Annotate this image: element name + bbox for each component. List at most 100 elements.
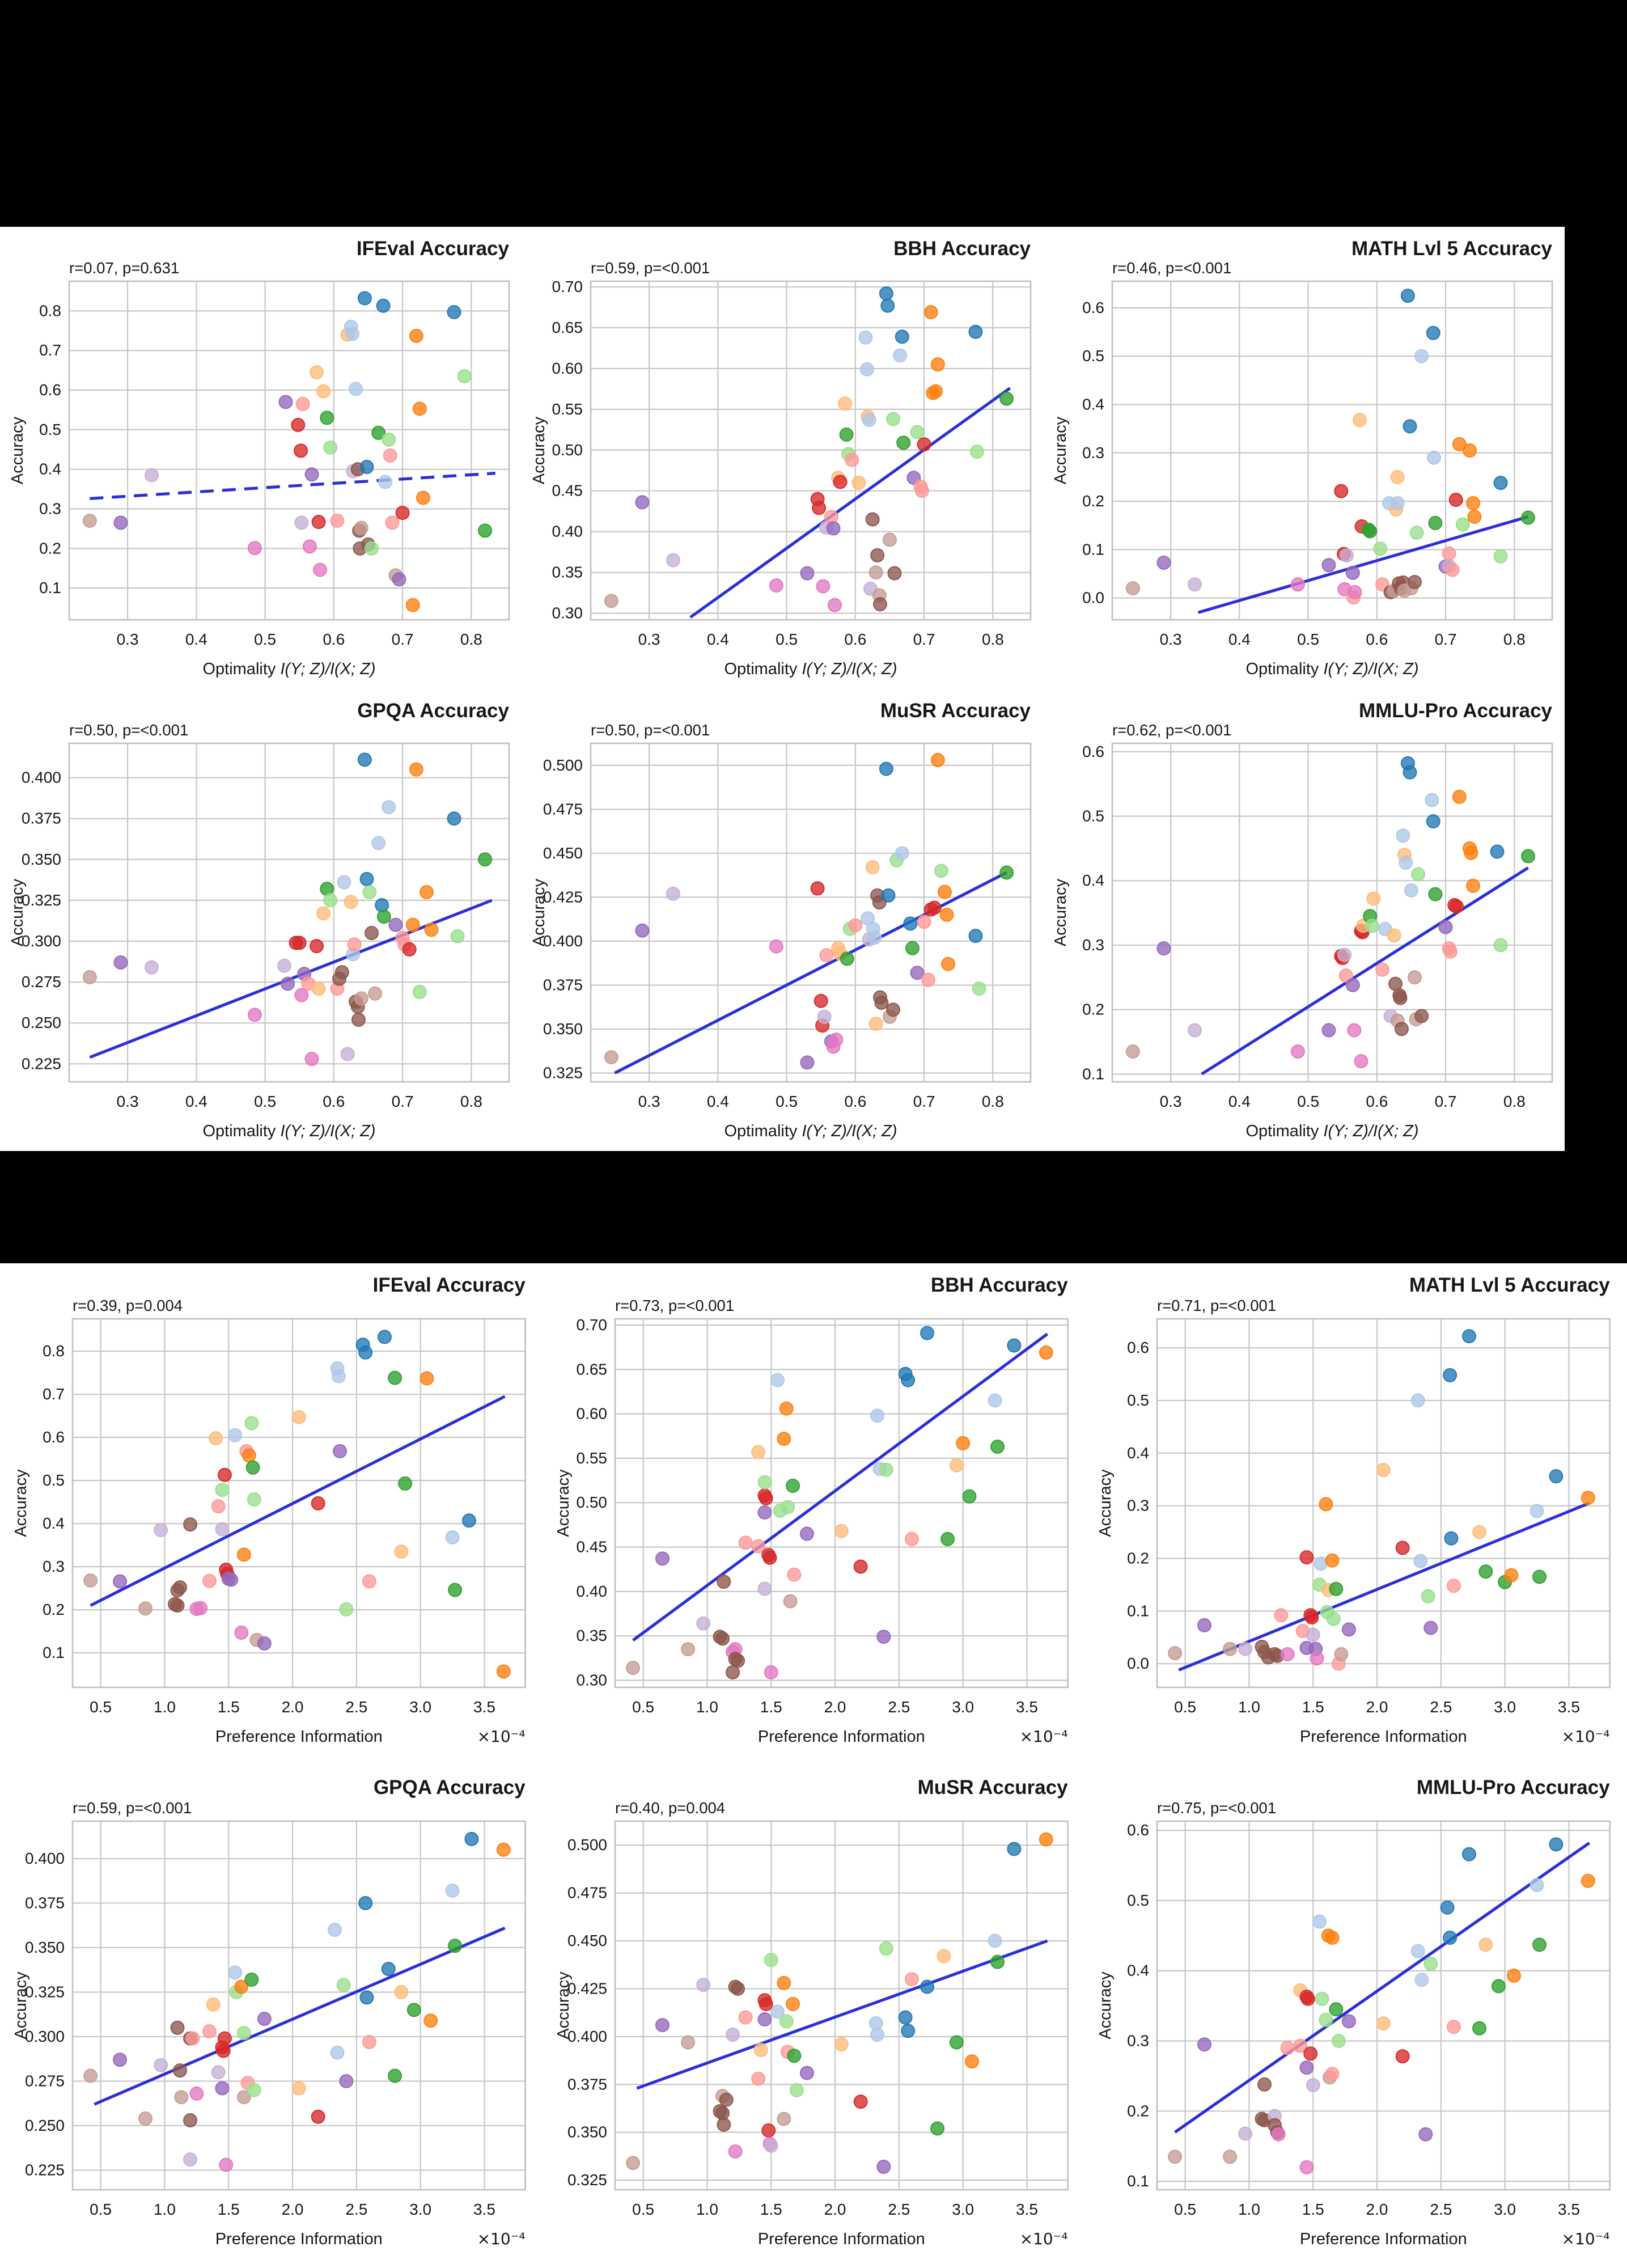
scatter-point (1125, 581, 1140, 596)
scatter-point (1257, 2077, 1272, 2092)
y-tick-label: 0.325 (25, 1983, 65, 2000)
scatter-point (334, 965, 349, 980)
scatter-point (1466, 496, 1481, 510)
y-tick-label: 0.275 (25, 2072, 65, 2089)
scatter-point (604, 594, 618, 608)
scatter-point (320, 411, 334, 425)
scatter-point (215, 2081, 230, 2096)
scatter-point (1168, 1646, 1183, 1661)
scatter-point (1529, 1878, 1544, 1893)
scatter-point (1411, 1393, 1426, 1408)
x-tick-label: 0.7 (1435, 1093, 1457, 1110)
y-tick-label: 0.2 (39, 539, 61, 557)
scatter-point (1325, 1553, 1340, 1568)
scatter-point (738, 2010, 753, 2025)
subplot-optimality_panel-5: MMLU-Pro Accuracy r=0.62, p=<0.001 0.1 0.2 0… (1052, 700, 1553, 1140)
trend-line (94, 1927, 506, 2106)
scatter-point (893, 348, 908, 363)
scatter-point (1299, 1550, 1314, 1565)
scatter-point (751, 1539, 765, 1554)
scatter-point (257, 2012, 272, 2026)
scatter-point (1549, 1469, 1564, 1484)
scatter-point (769, 578, 783, 593)
scatter-point (1334, 484, 1349, 498)
y-tick-label: 0.3 (1127, 2032, 1149, 2050)
y-tick-label: 0.2 (1082, 492, 1104, 510)
scatter-point (696, 1616, 710, 1631)
scatter-point (904, 1531, 919, 1546)
y-tick-label: 0.350 (22, 850, 61, 868)
scatter-point (277, 958, 292, 973)
scatter-point (1493, 549, 1508, 564)
y-tick-label: 0.350 (25, 1939, 65, 1956)
x-tick-label: 0.3 (638, 1093, 660, 1110)
scatter-point (1414, 1973, 1429, 1987)
plot-title: MATH Lvl 5 Accuracy (1351, 238, 1553, 260)
scatter-point (990, 1954, 1005, 1969)
y-tick-label: 0.375 (22, 810, 61, 827)
scatter-point (244, 1972, 259, 1987)
scatter-point (1444, 1531, 1459, 1546)
scatter-point (753, 2043, 768, 2058)
scatter-point (447, 304, 461, 319)
stats-label: r=0.39, p=0.004 (73, 1297, 183, 1314)
scatter-point (930, 357, 945, 372)
y-tick-label: 0.4 (1127, 1444, 1149, 1462)
scatter-point (814, 993, 828, 1008)
trend-line (1174, 1842, 1591, 2134)
scatter-point (1156, 555, 1171, 570)
scatter-point (112, 1574, 127, 1589)
scatter-point (241, 1448, 256, 1463)
scatter-point (183, 2152, 198, 2167)
scatter-point (402, 942, 417, 957)
x-tick-label: 2.0 (824, 1698, 846, 1716)
scatter-point (929, 384, 943, 399)
scatter-point (1365, 919, 1379, 933)
scatter-point (388, 917, 403, 932)
scatter-point (1421, 1589, 1436, 1603)
y-tick-label: 0.70 (552, 278, 583, 295)
scatter-point (1290, 1044, 1305, 1059)
scatter-point (962, 1489, 977, 1504)
scatter-point (244, 1416, 259, 1431)
scatter-point (420, 885, 434, 899)
y-tick-label: 0.5 (1082, 347, 1104, 365)
scatter-point (365, 926, 379, 941)
x-tick-label: 0.6 (1366, 631, 1388, 648)
y-tick-label: 0.375 (543, 976, 583, 993)
scatter-point (1440, 1900, 1455, 1915)
stats-label: r=0.62, p=<0.001 (1112, 721, 1231, 739)
scatter-point (1197, 1618, 1212, 1632)
scatter-point (964, 2054, 979, 2069)
scatter-point (234, 1625, 249, 1640)
y-tick-label: 0.8 (39, 302, 61, 319)
x-axis-offset-label: ×10⁻⁴ (477, 1727, 526, 1746)
scatter-point (1532, 1569, 1547, 1584)
scatter-point (779, 1401, 794, 1416)
scatter-point (1418, 2127, 1433, 2142)
scatter-point (910, 425, 925, 439)
stats-label: r=0.46, p=<0.001 (1112, 259, 1231, 277)
axes-border (614, 1820, 1069, 2191)
scatter-point (876, 1630, 891, 1644)
y-tick-label: 0.325 (22, 891, 61, 909)
y-tick-label: 0.5 (1127, 1391, 1149, 1409)
scatter-point (1443, 1931, 1457, 1945)
scatter-point (291, 1410, 306, 1424)
x-tick-label: 1.5 (760, 1698, 782, 1716)
y-tick-label: 0.7 (39, 341, 61, 359)
scatter-point (138, 1601, 153, 1616)
scatter-point (868, 1017, 883, 1031)
scatter-point (215, 1483, 230, 1497)
scatter-point (345, 327, 360, 341)
scatter-point (882, 532, 897, 547)
scatter-point (900, 2024, 915, 2038)
scatter-point (1337, 947, 1352, 962)
y-tick-label: 0.225 (25, 2161, 65, 2178)
y-tick-label: 0.50 (576, 1493, 607, 1511)
scatter-point (719, 2092, 734, 2107)
x-tick-label: 0.7 (913, 1093, 935, 1110)
x-tick-label: 0.4 (707, 631, 729, 648)
scatter-point (412, 401, 427, 416)
x-tick-label: 3.5 (1558, 2201, 1580, 2218)
